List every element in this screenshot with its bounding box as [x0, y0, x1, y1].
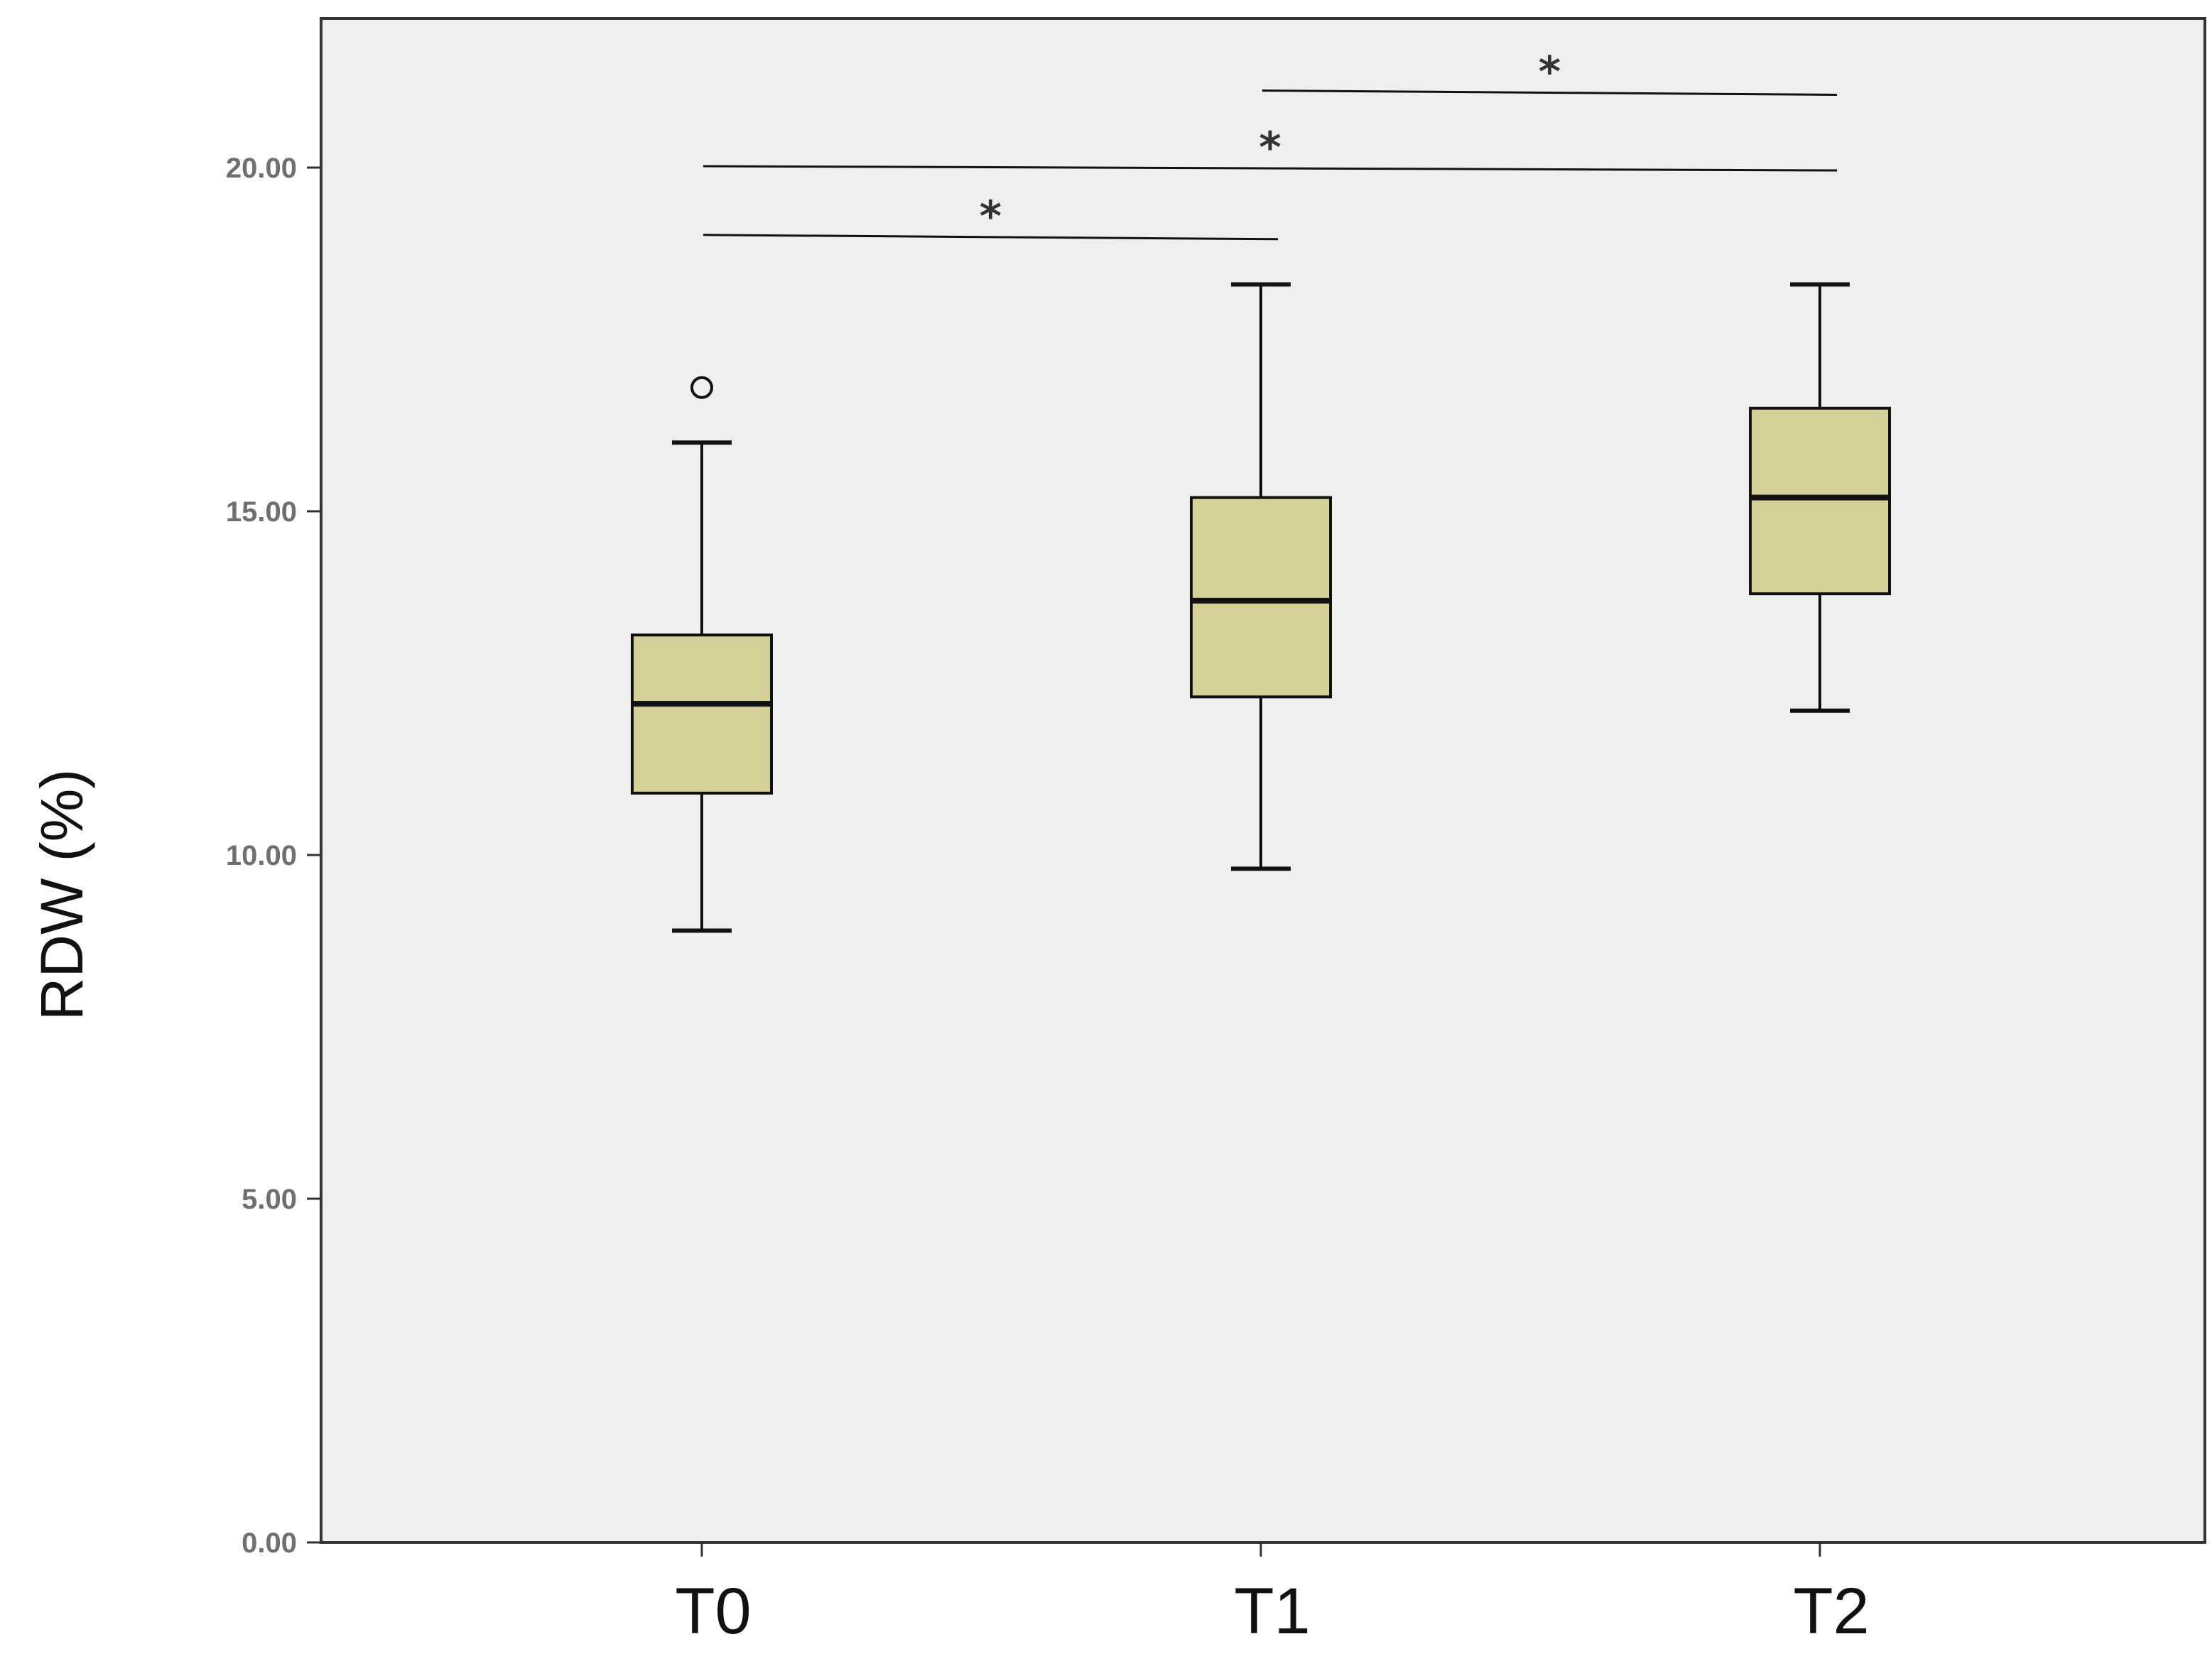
significance-label: *: [980, 192, 1002, 241]
box-iqr: [1749, 406, 1891, 596]
box-t1: [1190, 282, 1332, 871]
y-tick-label: 5.00: [242, 1184, 297, 1215]
x-tick-label: T2: [1793, 1575, 1869, 1648]
box-t2: [1749, 282, 1891, 713]
significance-label: *: [1259, 123, 1281, 173]
box-iqr: [631, 633, 773, 795]
outlier-point: [690, 376, 713, 399]
significance-line: [1262, 89, 1838, 97]
y-tick-label: 15.00: [226, 496, 297, 528]
significance-line: [703, 165, 1838, 172]
significance-annotations: * * *: [703, 48, 1838, 241]
y-tick-label: 20.00: [226, 153, 297, 184]
plot-area: [320, 17, 2206, 1544]
y-tick-label: 0.00: [242, 1527, 297, 1559]
y-axis-ticks: 0.00 5.00 10.00 15.00 20.00: [226, 153, 321, 1559]
x-tick-label: T1: [1234, 1575, 1310, 1648]
y-axis-title: RDW (%): [28, 769, 95, 1021]
y-tick-label: 10.00: [226, 840, 297, 871]
box-iqr: [1190, 496, 1332, 699]
x-axis-ticks: T0 T1 T2: [675, 1542, 1870, 1648]
box-series: [631, 282, 1891, 933]
significance-label: *: [1539, 48, 1561, 97]
box-t0: [631, 376, 773, 933]
x-tick-label: T0: [675, 1575, 751, 1648]
significance-line: [703, 234, 1279, 241]
